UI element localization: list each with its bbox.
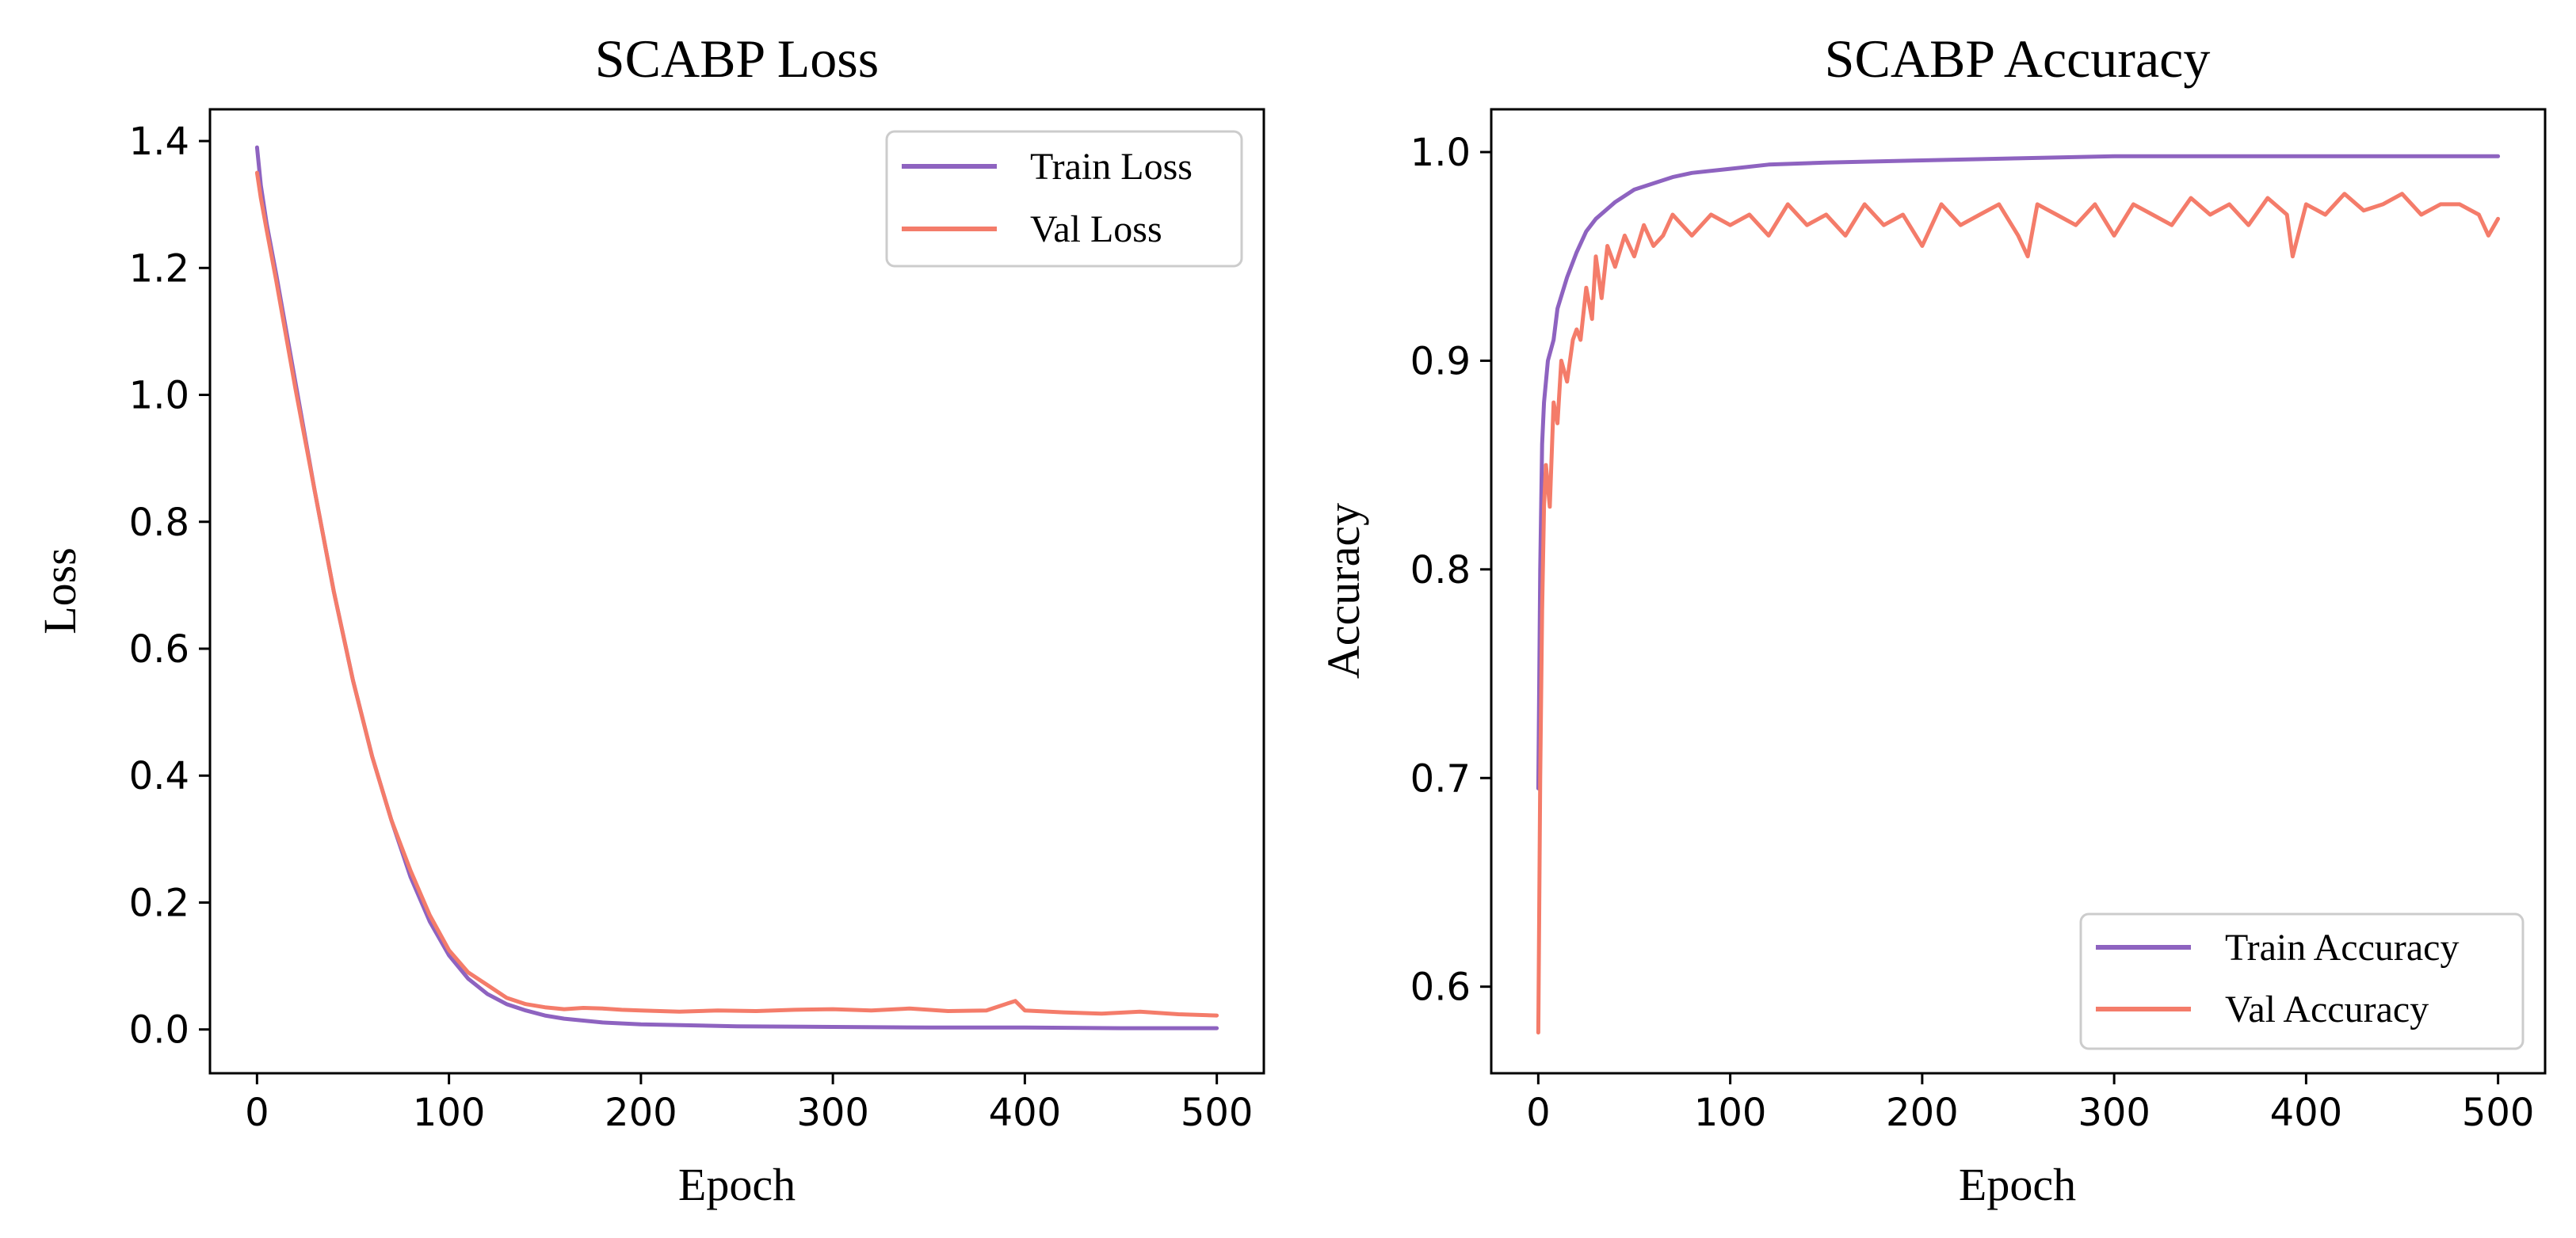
accuracy-series-val-line [1536, 192, 2501, 1035]
accuracy-legend-train-label: Train Accuracy [2225, 927, 2459, 969]
loss-x-tick-label: 200 [605, 1091, 677, 1135]
loss-y-tick-label: 1.4 [129, 120, 189, 164]
loss-x-axis-label: Epoch [678, 1159, 796, 1210]
loss-series-val-line [254, 170, 1219, 1018]
accuracy-x-tick-label: 100 [1694, 1091, 1767, 1135]
accuracy-y-tick-label: 0.9 [1410, 339, 1471, 383]
accuracy-y-tick-label: 0.8 [1410, 548, 1471, 592]
loss-chart: SCABP Loss 0 100 200 300 400 500 0.0 0.2 0.4 0.6… [34, 29, 1265, 1210]
accuracy-y-tick-label: 1.0 [1410, 131, 1471, 175]
accuracy-series-train-line [1536, 154, 2501, 790]
loss-legend-train-label: Train Loss [1030, 146, 1193, 188]
loss-y-tick-label: 0.4 [129, 754, 189, 798]
loss-x-tick-label: 0 [245, 1091, 269, 1135]
accuracy-y-axis-label: Accuracy [1318, 503, 1369, 679]
accuracy-x-tick-label: 200 [1886, 1091, 1959, 1135]
loss-plot-frame [208, 108, 1265, 1075]
loss-chart-title: SCABP Loss [595, 29, 879, 89]
loss-series-train-line [254, 145, 1219, 1030]
accuracy-chart-title: SCABP Accuracy [1825, 29, 2211, 89]
loss-x-tick-label: 100 [413, 1091, 486, 1135]
accuracy-legend-val-label: Val Accuracy [2225, 988, 2429, 1030]
loss-legend: Train Loss Val Loss [885, 130, 1243, 268]
loss-y-axis-label: Loss [34, 547, 86, 634]
accuracy-x-tick-label: 500 [2462, 1091, 2535, 1135]
accuracy-legend-box [2079, 912, 2524, 1050]
loss-x-tick-label: 400 [989, 1091, 1062, 1135]
loss-legend-val-label: Val Loss [1030, 208, 1162, 250]
loss-y-tick-label: 1.0 [129, 374, 189, 418]
accuracy-x-tick-label: 300 [2078, 1091, 2150, 1135]
accuracy-plot-frame [1490, 108, 2547, 1075]
loss-y-tick-label: 1.2 [129, 246, 189, 291]
accuracy-y-tick-label: 0.6 [1410, 966, 1471, 1010]
accuracy-legend: Train Accuracy Val Accuracy [2079, 912, 2524, 1050]
accuracy-chart: SCABP Accuracy 0 100 200 300 400 500 0.6 0.7 0.… [1318, 29, 2547, 1210]
loss-x-tick-label: 500 [1181, 1091, 1254, 1135]
loss-y-tick-label: 0.6 [129, 627, 189, 672]
loss-y-tick-label: 0.2 [129, 881, 189, 925]
accuracy-x-axis-label: Epoch [1959, 1159, 2076, 1210]
accuracy-x-tick-label: 400 [2270, 1091, 2343, 1135]
accuracy-y-tick-label: 0.7 [1410, 756, 1471, 801]
loss-x-tick-label: 300 [796, 1091, 869, 1135]
loss-y-tick-label: 0.0 [129, 1008, 189, 1053]
loss-y-tick-label: 0.8 [129, 501, 189, 545]
accuracy-x-tick-label: 0 [1526, 1091, 1551, 1135]
